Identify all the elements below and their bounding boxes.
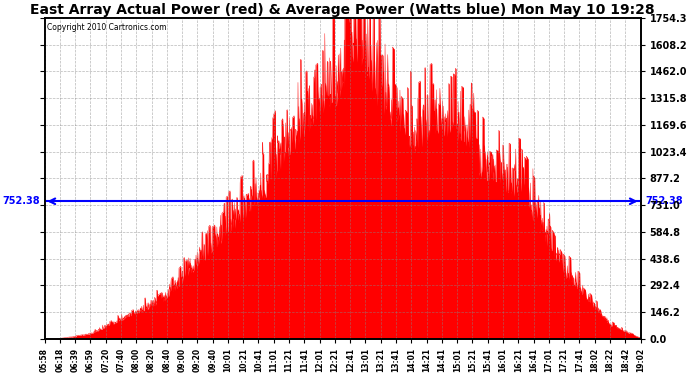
Title: East Array Actual Power (red) & Average Power (Watts blue) Mon May 10 19:28: East Array Actual Power (red) & Average … (30, 3, 655, 17)
Text: 752.38: 752.38 (2, 196, 40, 206)
Text: Copyright 2010 Cartronics.com: Copyright 2010 Cartronics.com (48, 23, 167, 32)
Text: 752.38: 752.38 (645, 196, 683, 206)
